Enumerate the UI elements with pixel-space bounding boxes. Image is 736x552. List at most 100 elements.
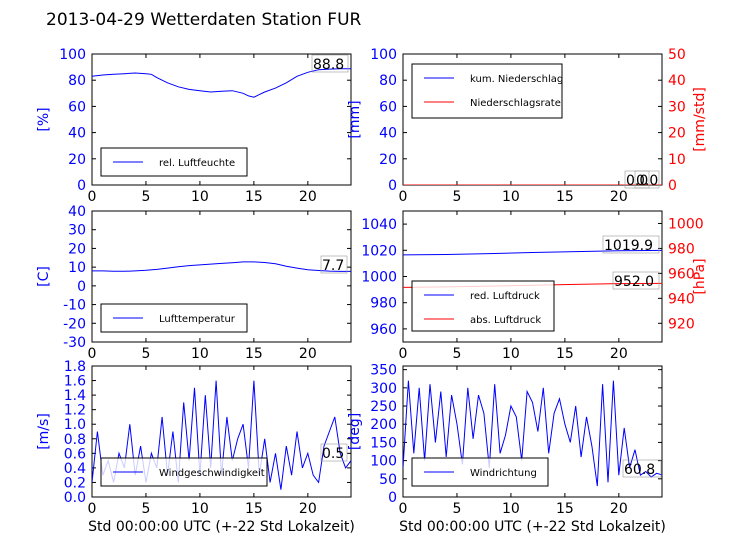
y-tick-label: 1.4 <box>64 388 86 404</box>
legend-entry: rel. Luftfeuchte <box>159 158 235 169</box>
y-right-axis-label: [mm/std] <box>692 87 708 152</box>
y-tick-label: 0 <box>77 279 86 295</box>
legend-entry: Lufttemperatur <box>159 314 236 325</box>
y-tick-label: 300 <box>370 381 397 397</box>
y-tick-label: 20 <box>379 152 397 168</box>
x-tick-label: 5 <box>452 501 461 517</box>
y-tick-label: -10 <box>63 298 86 314</box>
y-tick-label: 980 <box>370 296 397 312</box>
y-tick-label: 20 <box>68 241 86 257</box>
chart-pressure: 0 5 10 15 20 960 980 1000 1020 1040 920 940 960 980 10… <box>361 210 708 362</box>
value-annotation: 1019.9 <box>604 238 653 254</box>
plot-frame <box>91 210 352 343</box>
y-tick-label: 0.2 <box>64 475 86 491</box>
value-annotation-box <box>320 443 348 462</box>
y-tick-label: 0 <box>388 178 397 194</box>
y-axis-label: [C] <box>36 266 52 287</box>
x-tick-label: 15 <box>556 346 574 362</box>
y-tick-label: 1.6 <box>64 374 86 390</box>
y-right-tick-label: 0 <box>668 178 677 194</box>
x-tick-label: 0 <box>399 501 408 517</box>
y-tick-label: 100 <box>59 47 86 63</box>
y-tick-label: 60 <box>68 99 86 115</box>
y-tick-label: 100 <box>370 454 397 470</box>
y-right-tick-label: 960 <box>668 266 695 282</box>
legend-box <box>100 303 248 333</box>
chart-precipitation: 0 5 10 15 20 0 20 40 60 80 100 0 10 20 30 40 50 [mm] [mm/s… <box>347 47 708 205</box>
x-axis-label: Std 00:00:00 UTC (+-22 Std Lokalzeit) <box>88 519 355 535</box>
x-tick-label: 10 <box>191 189 209 205</box>
y-tick-label: 0.4 <box>64 461 86 477</box>
y-right-tick-label: 50 <box>668 47 686 63</box>
series-line-pressure-0 <box>403 249 662 256</box>
y-tick-label: 0 <box>388 490 397 506</box>
y-axis-label: [%] <box>36 107 52 131</box>
chart-humidity: 0 5 10 15 20 0 20 40 60 80 100 [%] rel. Luftfeuchte 8… <box>36 47 352 205</box>
y-tick-label: 20 <box>68 152 86 168</box>
x-tick-label: 5 <box>141 501 150 517</box>
x-tick-label: 20 <box>610 189 628 205</box>
value-annotation: 0.0 <box>626 173 648 189</box>
y-right-tick-label: 920 <box>668 316 695 332</box>
legend-entry: abs. Luftdruck <box>470 315 541 326</box>
x-tick-label: 20 <box>610 501 628 517</box>
y-tick-label: 40 <box>379 126 397 142</box>
value-annotation-box <box>320 255 348 274</box>
value-annotation: 88.8 <box>313 57 344 73</box>
y-tick-label: 50 <box>379 472 397 488</box>
y-tick-label: 1040 <box>361 217 397 233</box>
plot-frame <box>402 365 663 498</box>
legend-entry: Windgeschwindigkeit <box>159 468 265 479</box>
y-tick-label: 0.0 <box>64 490 86 506</box>
series-line-temperature-0 <box>92 261 351 272</box>
x-tick-label: 0 <box>399 189 408 205</box>
value-annotation-box <box>602 235 660 254</box>
y-tick-label: 1.0 <box>64 417 86 433</box>
y-tick-label: 250 <box>370 399 397 415</box>
y-tick-label: 960 <box>370 322 397 338</box>
x-tick-label: 10 <box>502 501 520 517</box>
value-annotation: 0.0 <box>636 173 658 189</box>
x-tick-label: 10 <box>502 189 520 205</box>
x-tick-label: 5 <box>141 346 150 362</box>
legend-box <box>411 280 555 332</box>
x-tick-label: 20 <box>299 346 317 362</box>
y-right-tick-label: 1000 <box>668 216 704 232</box>
y-tick-label: 40 <box>68 126 86 142</box>
y-tick-label: 30 <box>68 223 86 239</box>
y-tick-label: 200 <box>370 417 397 433</box>
value-annotation: 952.0 <box>614 274 654 290</box>
value-annotation-box <box>634 170 660 189</box>
y-right-tick-label: 980 <box>668 241 695 257</box>
y-tick-label: -30 <box>63 335 86 351</box>
value-annotation: 60.8 <box>624 462 655 478</box>
x-axis-label: Std 00:00:00 UTC (+-22 Std Lokalzeit) <box>399 519 666 535</box>
x-tick-label: 20 <box>610 346 628 362</box>
y-tick-label: 0.8 <box>64 432 86 448</box>
x-tick-label: 10 <box>502 346 520 362</box>
y-right-tick-label: 940 <box>668 291 695 307</box>
y-axis-label: [m/s] <box>36 413 52 450</box>
x-tick-label: 20 <box>299 501 317 517</box>
x-tick-label: 15 <box>556 189 574 205</box>
legend-entry: Niederschlagsrate <box>470 98 561 109</box>
figure-title: 2013-04-29 Wetterdaten Station FUR <box>46 10 362 30</box>
y-tick-label: 0.6 <box>64 446 86 462</box>
y-tick-label: 1.2 <box>64 403 86 419</box>
y-right-axis-label: [hPa] <box>692 258 708 294</box>
x-tick-label: 5 <box>141 189 150 205</box>
value-annotation-box <box>612 271 660 290</box>
legend-entry: Windrichtung <box>470 468 537 479</box>
y-right-tick-label: 10 <box>668 152 686 168</box>
x-tick-label: 5 <box>452 189 461 205</box>
y-tick-label: 60 <box>379 99 397 115</box>
y-right-tick-label: 20 <box>668 126 686 142</box>
plot-frame <box>91 365 352 498</box>
y-tick-label: 0 <box>77 178 86 194</box>
x-tick-label: 15 <box>245 189 263 205</box>
x-tick-label: 15 <box>556 501 574 517</box>
x-tick-label: 20 <box>299 189 317 205</box>
